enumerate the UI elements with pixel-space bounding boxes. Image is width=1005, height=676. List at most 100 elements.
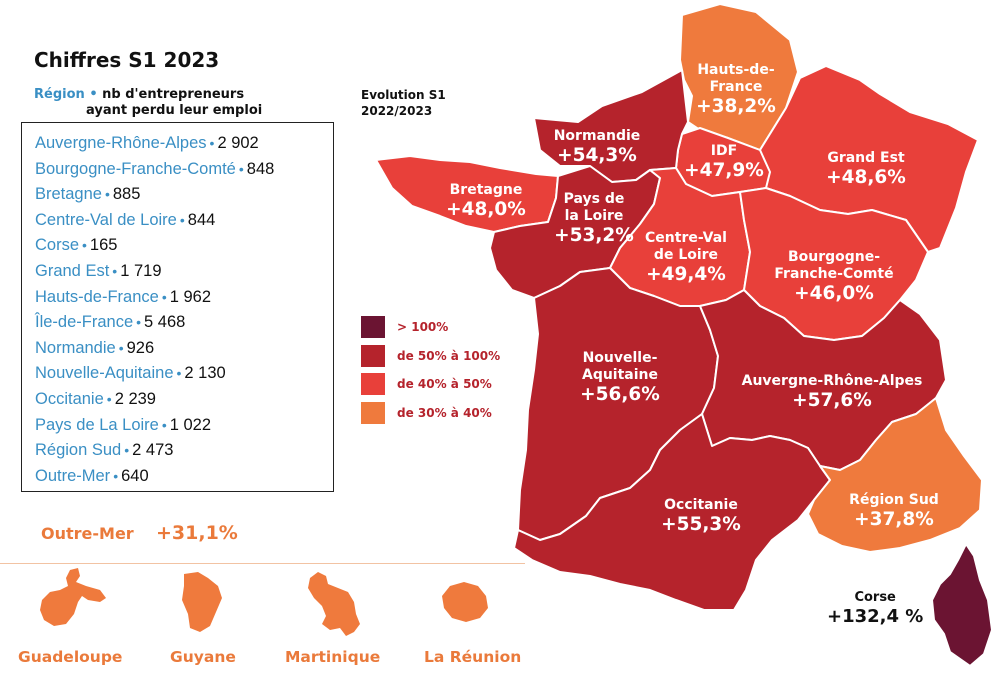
list-item-value: 2 902	[217, 134, 259, 152]
label-pct: +37,8%	[854, 509, 934, 530]
list-item-dot: •	[161, 288, 167, 305]
evolution-header: Evolution S1 2022/2023	[361, 87, 446, 119]
list-header-dot: •	[89, 87, 98, 102]
list-item-value: 165	[89, 236, 118, 255]
label-auvergne-rhone-alpes: Auvergne-Rhône-Alpes +57,6%	[742, 373, 923, 412]
divider	[0, 563, 525, 564]
label-name: Bretagne	[449, 182, 523, 198]
guadeloupe-shape	[40, 568, 106, 626]
outre-mer-value: +31,1%	[156, 522, 238, 544]
label-pct: +46,0%	[794, 283, 874, 304]
legend-swatch	[361, 373, 385, 395]
list-item-dot: •	[238, 160, 244, 177]
list-item-region: Nouvelle-Aquitaine	[35, 364, 174, 383]
outre-mer-label: Outre-Mer	[41, 524, 134, 543]
label-grand-est: Grand Est +48,6%	[826, 150, 906, 189]
legend-swatch	[361, 401, 385, 424]
legend-label: de 30% à 40%	[397, 405, 492, 420]
list-header: Région • nb d'entrepreneurs ayant perdu …	[34, 87, 262, 119]
label-name: Pays de la Loire	[563, 191, 625, 224]
label-pct: +38,2%	[696, 96, 776, 117]
list-item-dot: •	[136, 314, 142, 331]
list-item-region: Outre-Mer	[35, 466, 111, 485]
label-name: Corse	[854, 590, 896, 605]
list-item-value: 1 962	[169, 287, 212, 306]
label-region-sud: Région Sud +37,8%	[849, 492, 939, 531]
label-bourgogne-franche-comte: Bourgogne- Franche-Comté +46,0%	[774, 249, 893, 305]
list-item-value: 848	[246, 159, 275, 178]
label-bretagne: Bretagne +48,0%	[446, 182, 526, 221]
la-reunion-shape	[442, 582, 488, 622]
list-item-region: Corse	[35, 236, 80, 255]
list-header-region: Région	[34, 87, 85, 102]
region-list: Auvergne-Rhône-Alpes • 2 902 Bourgogne-Fran…	[21, 122, 334, 492]
list-item: Centre-Val de Loire • 844	[35, 211, 215, 230]
label-pct: +53,2%	[554, 225, 634, 246]
label-pct: +132,4 %	[827, 606, 924, 627]
list-item-value: 1 022	[169, 415, 212, 434]
list-item: Bretagne • 885	[35, 185, 140, 204]
list-item-dot: •	[124, 442, 130, 459]
label-name: Région Sud	[849, 492, 939, 508]
list-item-value: 1 719	[120, 262, 162, 280]
label-name: Nouvelle- Aquitaine	[581, 350, 659, 383]
list-item-region: Grand Est	[35, 262, 110, 280]
list-item-region: Bretagne	[35, 185, 102, 204]
region-corse	[931, 543, 993, 667]
label-name: Centre-Val de Loire	[645, 230, 727, 263]
label-normandie: Normandie +54,3%	[554, 128, 641, 167]
list-item-dot: •	[104, 186, 110, 203]
list-item-region: Bourgogne-Franche-Comté	[35, 159, 236, 178]
region-region-sud	[807, 397, 983, 553]
label-pct: +48,0%	[446, 199, 526, 220]
list-item: Bourgogne-Franche-Comté • 848	[35, 160, 274, 179]
list-item: Occitanie • 2 239	[35, 390, 156, 409]
region-normandie	[533, 69, 689, 183]
list-item: Région Sud • 2 473	[35, 441, 173, 460]
legend-swatch	[361, 316, 385, 338]
list-item-dot: •	[161, 416, 167, 433]
chart-title: Chiffres S1 2023	[34, 48, 220, 72]
legend-label: de 40% à 50%	[397, 377, 492, 391]
list-header-metric-2: ayant perdu leur emploi	[86, 103, 263, 118]
list-item: Hauts-de-France • 1 962	[35, 288, 211, 307]
list-item-dot: •	[179, 211, 185, 228]
label-occitanie: Occitanie +55,3%	[661, 497, 741, 536]
evolution-header-line1: Evolution S1	[361, 88, 446, 102]
list-item: Pays de La Loire • 1 022	[35, 416, 211, 435]
legend-label: > 100%	[397, 320, 449, 334]
legend-label: de 50% à 100%	[397, 348, 501, 363]
list-item-region: Hauts-de-France	[35, 287, 159, 306]
list-item-dot: •	[113, 467, 119, 484]
list-item: Corse • 165	[35, 236, 117, 255]
label-name: IDF	[710, 143, 738, 159]
list-item-value: 2 473	[132, 441, 174, 460]
label-nouvelle-aquitaine: Nouvelle- Aquitaine +56,6%	[580, 350, 660, 406]
list-item-region: Occitanie	[35, 390, 104, 408]
martinique-shape	[308, 572, 360, 636]
list-item-dot: •	[118, 339, 124, 356]
territory-label-guyane: Guyane	[170, 648, 236, 666]
label-idf: IDF +47,9%	[684, 143, 764, 182]
label-name: Bourgogne- Franche-Comté	[774, 249, 894, 282]
list-header-metric-1: nb d'entrepreneurs	[102, 87, 245, 102]
list-item-dot: •	[112, 263, 118, 279]
list-item-value: 885	[112, 185, 141, 204]
label-pays-de-la-loire: Pays de la Loire +53,2%	[554, 191, 634, 247]
list-item: Outre-Mer • 640	[35, 467, 149, 486]
list-item-value: 5 468	[144, 313, 186, 332]
territory-label-martinique: Martinique	[285, 648, 381, 666]
list-item-value: 844	[187, 210, 216, 229]
territory-label-guadeloupe: Guadeloupe	[18, 648, 123, 666]
list-item: Auvergne-Rhône-Alpes • 2 902	[35, 134, 259, 153]
list-item-dot: •	[82, 237, 87, 254]
list-item-dot: •	[176, 365, 182, 382]
label-pct: +47,9%	[684, 160, 764, 181]
label-pct: +54,3%	[557, 145, 637, 166]
list-item: Grand Est • 1 719	[35, 262, 162, 281]
label-pct: +49,4%	[646, 264, 726, 285]
evolution-header-line2: 2022/2023	[361, 104, 433, 118]
label-name: Hauts-de- France	[697, 62, 775, 95]
list-item-region: Région Sud	[35, 441, 122, 460]
